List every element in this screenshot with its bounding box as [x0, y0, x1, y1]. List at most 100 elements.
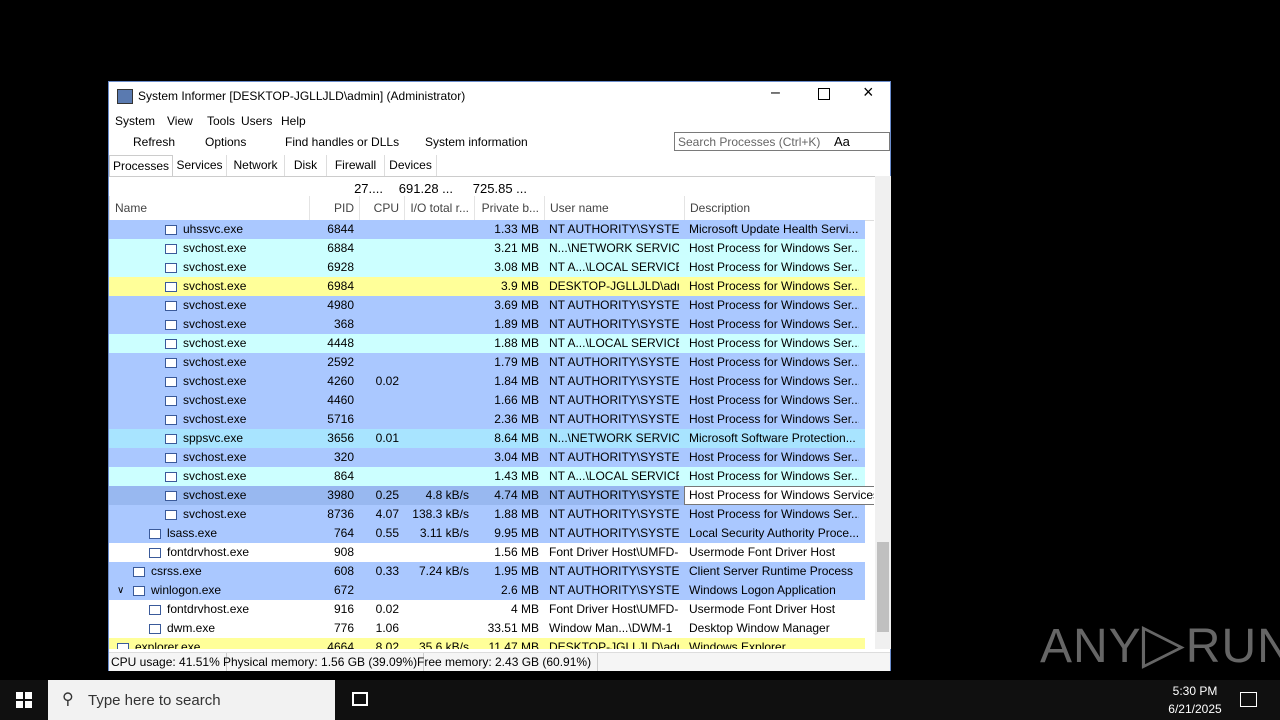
process-icon	[165, 243, 177, 254]
toolbar-button[interactable]: Options	[205, 135, 247, 149]
watermark-left: ANY	[1040, 620, 1142, 673]
close-button[interactable]: ×	[863, 82, 874, 102]
tab[interactable]: Disk	[285, 155, 327, 176]
process-row[interactable]: lsass.exe 764 0.55 3.11 kB/s 9.95 MB NT AUTHO…	[109, 524, 865, 543]
toolbar-button[interactable]: Refresh	[133, 135, 176, 149]
cell-private: 4.74 MB	[494, 488, 539, 502]
column-title[interactable]: User name	[544, 196, 684, 220]
process-name: svchost.exe	[165, 410, 309, 429]
task-view[interactable]	[352, 692, 368, 706]
menu-item[interactable]: Help	[281, 114, 306, 128]
menu-item[interactable]: Tools	[207, 114, 236, 128]
process-row[interactable]: svchost.exe 6884 3.21 MB N...\NETWORK SERVI…	[109, 239, 865, 258]
process-row[interactable]: fontdrvhost.exe 908 1.56 MB Font Driver Hos…	[109, 543, 865, 562]
column-title[interactable]: Description	[684, 196, 864, 220]
cell-user: DESKTOP-JGLLJLD\admi	[549, 640, 679, 649]
process-row[interactable]: sppsvc.exe 3656 0.01 8.64 MB N...\NETWORK SE…	[109, 429, 865, 448]
cell-desc: Windows Logon Application	[689, 583, 836, 597]
process-name: svchost.exe	[165, 391, 309, 410]
minimize-button[interactable]: –	[771, 84, 780, 101]
menu-item[interactable]: View	[167, 114, 193, 128]
tab[interactable]: Devices	[385, 155, 437, 176]
cell-pid: 672	[333, 583, 354, 597]
process-row[interactable]: explorer.exe 4664 8.02 35.6 kB/s 11.47 MB DES…	[109, 638, 865, 649]
process-row[interactable]: svchost.exe 4260 0.02 1.84 MB NT AUTHORITY\S…	[109, 372, 865, 391]
process-row[interactable]: dwm.exe 776 1.06 33.51 MB Window Man...\DWM-…	[109, 619, 865, 638]
cell-desc: Host Process for Windows Ser...	[689, 279, 859, 293]
cell-pid: 4260	[327, 374, 354, 388]
process-row[interactable]: csrss.exe 608 0.33 7.24 kB/s 1.95 MB NT AUTHO…	[109, 562, 865, 581]
start-button[interactable]	[16, 692, 32, 708]
process-row[interactable]: svchost.exe 3980 0.25 4.8 kB/s 4.74 MB NT AUT…	[109, 486, 874, 505]
column-title[interactable]: Private b...	[474, 196, 544, 220]
process-row[interactable]: fontdrvhost.exe 916 0.02 4 MB Font Driver Ho…	[109, 600, 865, 619]
process-name: svchost.exe	[165, 296, 309, 315]
toolbar-button[interactable]: Find handles or DLLs	[285, 135, 400, 149]
case-toggle[interactable]: Aa	[834, 134, 850, 149]
column-title[interactable]: PID	[309, 196, 359, 220]
process-name: svchost.exe	[165, 334, 309, 353]
scrollbar[interactable]	[875, 176, 891, 649]
process-row[interactable]: svchost.exe 6984 3.9 MB DESKTOP-JGLLJLD\adm…	[109, 277, 865, 296]
process-row[interactable]: svchost.exe 368 1.89 MB NT AUTHORITY\SYSTEM…	[109, 315, 865, 334]
cell-io: 35.6 kB/s	[418, 640, 469, 649]
process-name-text: svchost.exe	[183, 355, 247, 369]
cell-desc: Microsoft Software Protection...	[689, 431, 856, 445]
process-icon	[165, 395, 177, 406]
taskbar-search[interactable]: ⚲ Type here to search	[48, 680, 335, 720]
expander[interactable]: ∨	[117, 585, 125, 596]
process-row[interactable]: svchost.exe 4980 3.69 MB NT AUTHORITY\SYSTE…	[109, 296, 865, 315]
notifications[interactable]	[1240, 692, 1257, 707]
column-title[interactable]: Name	[109, 196, 309, 220]
process-row[interactable]: svchost.exe 8736 4.07 138.3 kB/s 1.88 MB NT A…	[109, 505, 865, 524]
column-title[interactable]: I/O total r...	[404, 196, 474, 220]
menu-item[interactable]: System	[115, 114, 156, 128]
process-row[interactable]: svchost.exe 4460 1.66 MB NT AUTHORITY\SYSTE…	[109, 391, 865, 410]
cell-pid: 3656	[327, 431, 354, 445]
process-icon	[165, 471, 177, 482]
process-name: svchost.exe	[165, 277, 309, 296]
cell-user: NT AUTHORITY\SYSTEM	[549, 583, 679, 597]
process-name-text: svchost.exe	[183, 488, 247, 502]
cell-io: 7.24 kB/s	[418, 564, 469, 578]
process-icon	[165, 509, 177, 520]
toolbar-button[interactable]: System information	[425, 135, 528, 149]
process-row[interactable]: svchost.exe 320 3.04 MB NT AUTHORITY\SYSTEM…	[109, 448, 865, 467]
process-row[interactable]: uhssvc.exe 6844 1.33 MB NT AUTHORITY\SYSTEM…	[109, 220, 865, 239]
process-name: lsass.exe	[149, 524, 309, 543]
process-row[interactable]: svchost.exe 5716 2.36 MB NT AUTHORITY\SYSTE…	[109, 410, 865, 429]
cell-pid: 608	[333, 564, 354, 578]
maximize-button[interactable]	[818, 88, 830, 100]
process-row[interactable]: svchost.exe 864 1.43 MB NT A...\LOCAL SERVI…	[109, 467, 865, 486]
process-row[interactable]: svchost.exe 6928 3.08 MB NT A...\LOCAL SERV…	[109, 258, 865, 277]
process-name: uhssvc.exe	[165, 220, 309, 239]
cell-desc: Usermode Font Driver Host	[689, 545, 836, 559]
tab[interactable]: Services	[173, 155, 227, 176]
process-row[interactable]: winlogon.exe ∨ 672 2.6 MB NT AUTHORITY\SYSTE…	[109, 581, 865, 600]
process-row[interactable]: svchost.exe 2592 1.79 MB NT AUTHORITY\SYSTE…	[109, 353, 865, 372]
cell-pid: 764	[333, 526, 354, 540]
scroll-thumb[interactable]	[877, 542, 889, 632]
cell-private: 2.36 MB	[494, 412, 539, 426]
cell-desc: Host Process for Windows Ser...	[689, 507, 859, 521]
column-title[interactable]: CPU	[359, 196, 404, 220]
cell-private: 1.43 MB	[494, 469, 539, 483]
tab[interactable]: Network	[227, 155, 285, 176]
cell-private: 1.88 MB	[494, 336, 539, 350]
tab[interactable]: Firewall	[327, 155, 385, 176]
cell-private: 2.6 MB	[500, 583, 539, 597]
process-name: svchost.exe	[165, 239, 309, 258]
process-name: fontdrvhost.exe	[149, 600, 309, 619]
process-icon	[133, 585, 145, 596]
cell-pid: 4980	[327, 298, 354, 312]
cell-user: Window Man...\DWM-1	[549, 621, 673, 635]
cell-private: 3.04 MB	[494, 450, 539, 464]
search-box[interactable]: Search Processes (Ctrl+K) Aa	[674, 132, 890, 151]
menu-item[interactable]: Users	[241, 114, 273, 128]
cell-cpu: 0.02	[375, 602, 399, 616]
process-row[interactable]: svchost.exe 4448 1.88 MB NT A...\LOCAL SERV…	[109, 334, 865, 353]
cpu-total: 27....	[354, 181, 383, 196]
process-name-text: svchost.exe	[183, 450, 247, 464]
process-name: explorer.exe	[117, 638, 309, 649]
tab[interactable]: Processes	[109, 155, 173, 176]
